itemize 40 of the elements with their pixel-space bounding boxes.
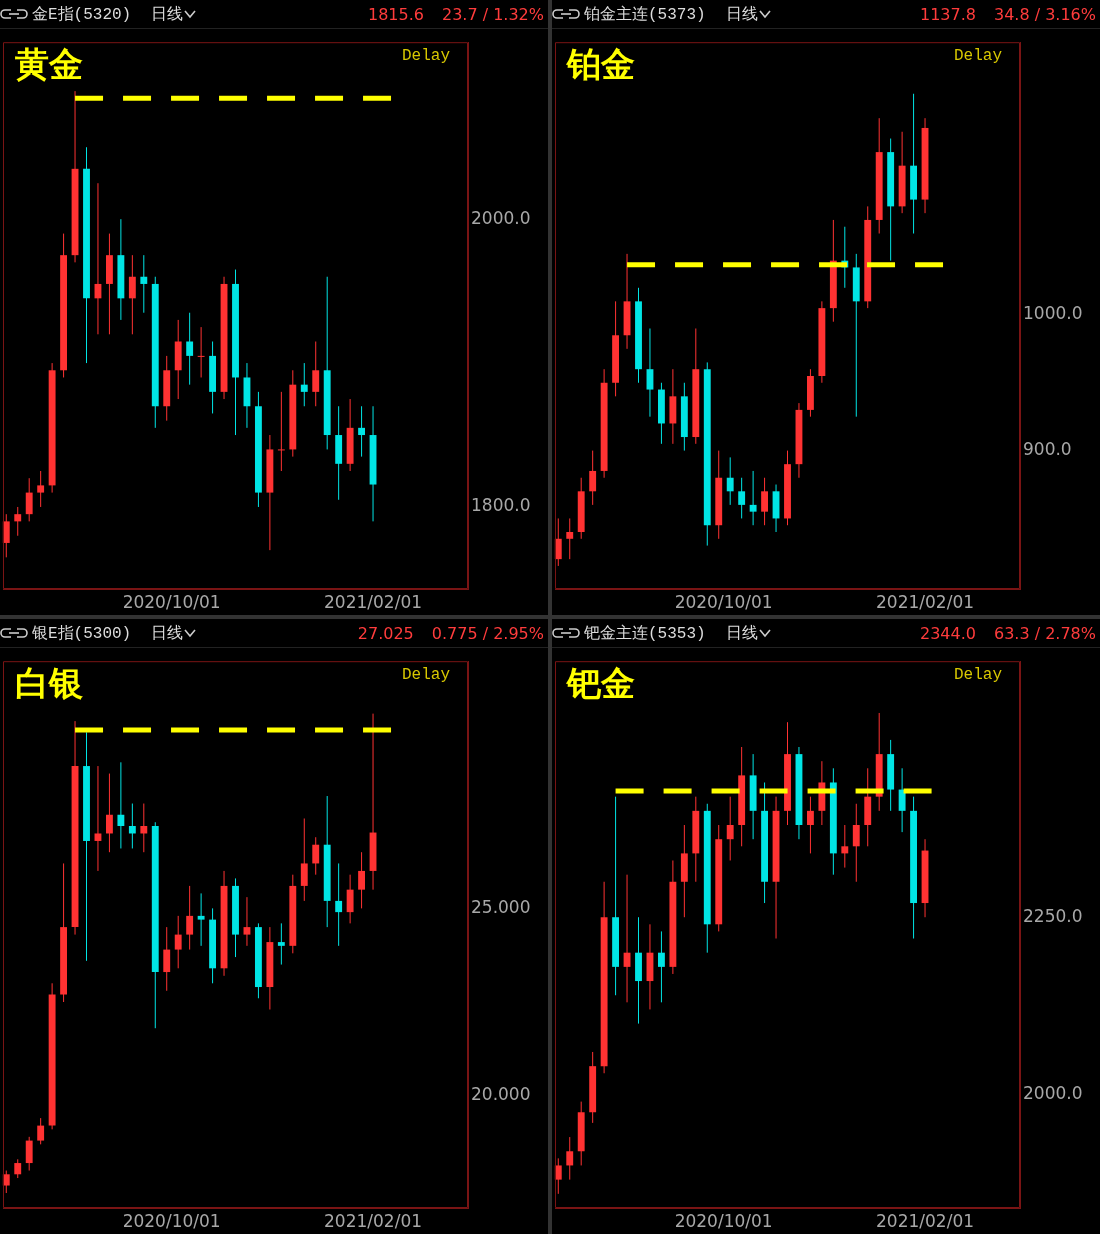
annotation: Delay [953,666,1003,685]
annotation: 白银 [15,663,83,704]
chart-title: 铂金主连(5373) [584,4,706,25]
text: 23.7 / 1.32% [441,4,544,24]
x-tick-label: 2021/02/01 [876,1210,975,1231]
y-tick-label: 20.000 [471,1084,531,1105]
text: 0.775 / 2.95% [431,623,544,643]
annotation: 钯金 [565,663,635,704]
x-tick-label: 2020/10/01 [674,1210,773,1231]
y-tick-label: 1800.0 [471,495,531,516]
x-tick-label: 2021/02/01 [324,591,423,612]
x-tick-label: 2021/02/01 [876,591,975,612]
x-tick-label: 2020/10/01 [122,591,221,612]
y-tick-label: 900.0 [1023,439,1072,460]
text: 27.025 [357,623,414,643]
y-tick-label: 25.000 [471,896,531,917]
text: 63.3 / 2.78% [993,623,1096,643]
chart-subtitle: 日线 [151,622,184,644]
chart-title: 银E指(5300) [32,623,132,644]
annotation: Delay [401,47,451,66]
text: 2344.0 [920,623,976,643]
chart-title: 金E指(5320) [32,4,132,25]
y-tick-label: 2000.0 [1023,1082,1083,1103]
x-tick-label: 2021/02/01 [324,1210,423,1231]
annotation: Delay [401,666,451,685]
x-tick-label: 2020/10/01 [122,1210,221,1231]
text: 1137.8 [920,4,976,24]
annotation: Delay [953,47,1003,66]
chart-subtitle: 日线 [725,622,758,644]
y-tick-label: 1000.0 [1023,303,1083,324]
chart-title: 钯金主连(5353) [584,623,706,644]
y-tick-label: 2250.0 [1023,905,1083,926]
x-tick-label: 2020/10/01 [674,591,773,612]
annotation: 铂金 [565,44,635,85]
y-tick-label: 2000.0 [471,207,531,228]
chart-subtitle: 日线 [151,3,184,25]
text: 1815.6 [368,4,424,24]
annotation: 黄金 [15,44,83,85]
text: 34.8 / 3.16% [993,4,1096,24]
chart-subtitle: 日线 [725,3,758,25]
